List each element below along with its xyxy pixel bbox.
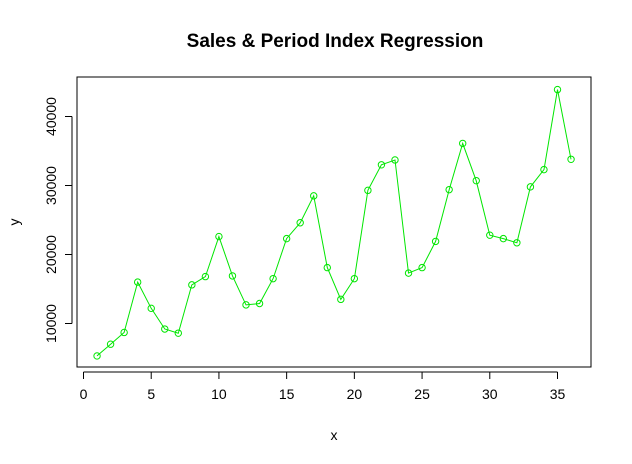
data-point (228, 272, 237, 280)
chart-title: Sales & Period Index Regression (187, 31, 484, 52)
data-point (201, 272, 210, 281)
data-point (310, 192, 318, 200)
data-point (540, 165, 548, 174)
data-point (242, 301, 250, 309)
data-point (215, 232, 223, 241)
data-point (147, 304, 155, 313)
data-points (93, 85, 575, 360)
data-point (553, 85, 562, 94)
data-point (499, 234, 508, 243)
data-point (391, 156, 399, 164)
data-point (472, 176, 480, 185)
x-tick-label: 0 (80, 386, 88, 402)
x-tick-label: 20 (347, 386, 363, 402)
data-point (445, 185, 453, 194)
data-point (364, 186, 372, 195)
data-point (174, 329, 183, 337)
x-tick-label: 5 (147, 386, 155, 402)
data-point (567, 155, 575, 163)
y-tick-label: 10000 (43, 304, 59, 343)
data-point (431, 237, 440, 246)
data-point (161, 325, 169, 333)
x-tick-label: 25 (414, 386, 430, 402)
data-point (106, 340, 115, 348)
x-tick-label: 15 (279, 386, 295, 402)
y-axis-label: y (6, 219, 22, 226)
data-point (513, 239, 521, 247)
sales-line (96, 89, 572, 357)
data-point (93, 352, 101, 360)
data-point (418, 263, 426, 272)
y-tick-label: 40000 (43, 97, 59, 136)
data-point (377, 161, 386, 169)
data-point (282, 234, 291, 243)
data-point (404, 269, 413, 277)
y-axis-ticks: 10000 20000 30000 40000 (43, 97, 72, 343)
data-point (296, 219, 304, 227)
data-point (350, 274, 359, 283)
data-point (459, 139, 467, 148)
data-point (269, 274, 277, 283)
y-tick-label: 30000 (43, 166, 59, 205)
x-tick-label: 35 (550, 386, 566, 402)
data-point (323, 263, 331, 272)
data-point (337, 295, 345, 304)
x-axis-ticks: 0 5 10 15 20 25 30 35 (80, 372, 566, 402)
y-tick-label: 20000 (43, 235, 59, 274)
data-point (120, 328, 128, 337)
data-point (188, 281, 196, 289)
x-tick-label: 30 (482, 386, 498, 402)
plot-frame (76, 76, 592, 368)
x-tick-label: 10 (211, 386, 227, 402)
x-axis-label: x (331, 427, 338, 443)
data-point (526, 183, 535, 191)
data-point (255, 299, 264, 308)
data-point (486, 231, 494, 239)
data-point (133, 278, 142, 286)
